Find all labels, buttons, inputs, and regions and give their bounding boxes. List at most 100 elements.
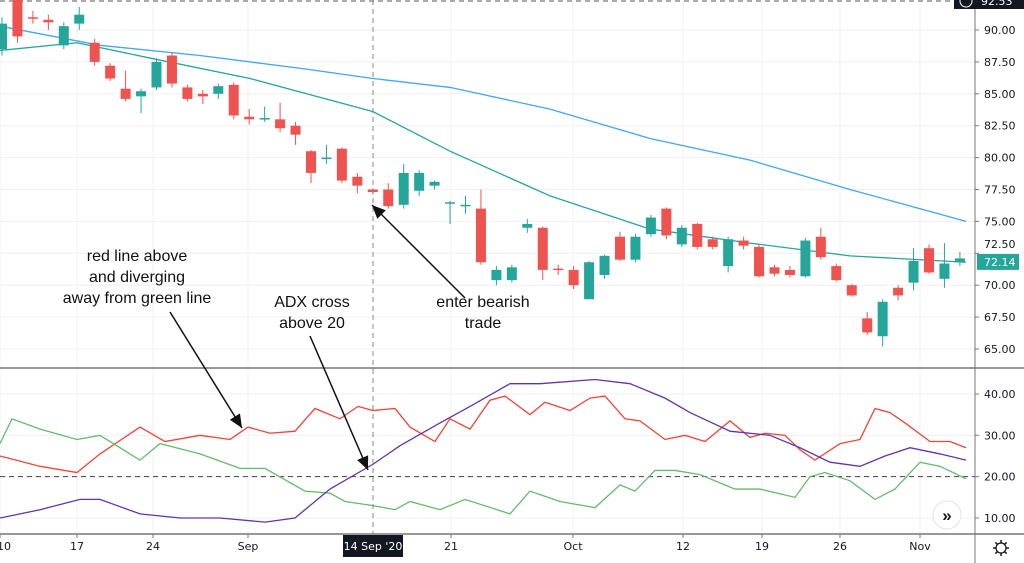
di-plus-line — [0, 417, 967, 515]
candle — [537, 226, 548, 281]
gear-icon-ring[interactable] — [995, 542, 1007, 554]
candle — [89, 38, 100, 66]
time-tick-label: Nov — [909, 540, 931, 553]
candle — [954, 252, 965, 267]
di-minus-line — [0, 395, 967, 474]
candle-body — [769, 267, 780, 274]
candle-body — [475, 208, 486, 263]
candle-body — [615, 236, 625, 260]
candle — [429, 180, 440, 190]
candle-body — [336, 148, 347, 181]
annotation-text: and diverging — [89, 269, 185, 286]
candle — [584, 260, 595, 300]
chevrons-right-icon[interactable]: » — [942, 506, 951, 525]
candle — [877, 299, 888, 347]
candle-body — [151, 61, 162, 88]
candle — [228, 82, 239, 120]
candle-body — [491, 269, 502, 281]
annotation-text: away from green line — [63, 290, 212, 307]
candle — [151, 58, 162, 90]
candle — [723, 236, 734, 273]
candle — [445, 200, 456, 224]
candle-body — [383, 189, 394, 207]
candle — [924, 244, 934, 274]
candle — [661, 207, 672, 240]
gear-icon-tooth — [1004, 551, 1008, 555]
candle — [754, 244, 765, 278]
candle — [306, 149, 316, 184]
candle-body — [105, 65, 116, 79]
candle-body — [228, 84, 239, 116]
candle — [645, 215, 656, 237]
candle-body — [676, 227, 687, 245]
candle — [738, 236, 749, 250]
time-tick-label: 24 — [146, 540, 160, 553]
candle-body — [800, 240, 811, 277]
candle — [475, 189, 486, 265]
price-tick-label: 87.50 — [984, 56, 1016, 69]
candle — [398, 163, 409, 209]
candle-body — [43, 19, 54, 23]
candle-body — [815, 236, 826, 258]
gear-icon[interactable] — [993, 540, 1009, 556]
candle-body — [182, 87, 193, 99]
time-tick-label: Oct — [563, 540, 583, 553]
candle — [336, 147, 347, 184]
time-tick-label: 12 — [676, 540, 690, 553]
candle — [568, 266, 579, 290]
price-tick-label: 67.50 — [984, 311, 1016, 324]
candle — [105, 63, 116, 82]
candle-body — [568, 269, 579, 286]
scroll-to-realtime-button[interactable]: » — [932, 500, 962, 530]
candle-body — [74, 14, 85, 24]
moving-average-fast — [0, 42, 967, 263]
annotation-text: above 20 — [279, 315, 345, 332]
candle — [599, 254, 610, 279]
annotation-text: ADX cross — [274, 294, 350, 311]
adx-tick-label: 10.00 — [984, 512, 1016, 525]
annotation: enter bearish trade — [371, 204, 530, 332]
candle — [506, 264, 517, 283]
candle — [352, 172, 363, 194]
annotation: red line above and diverging away from gre… — [63, 248, 243, 429]
candle — [213, 83, 224, 99]
annotation-text: trade — [465, 315, 502, 332]
price-tick-label: 85.00 — [984, 88, 1016, 101]
crosshair-date-label: 14 Sep '20 — [344, 540, 403, 553]
adx-tick-label: 20.00 — [984, 471, 1016, 484]
candle-body — [429, 181, 440, 186]
candle — [182, 84, 193, 102]
candle-body — [321, 157, 332, 160]
candle-body — [723, 239, 734, 267]
candle-body — [120, 88, 131, 99]
add-icon[interactable] — [959, 0, 973, 8]
moving-average-slow — [0, 25, 967, 223]
candle — [414, 170, 425, 196]
candle-body — [738, 240, 749, 246]
candle — [58, 22, 69, 50]
candle-body — [784, 269, 795, 275]
price-tick-label: 80.00 — [984, 152, 1016, 165]
candle-body — [862, 318, 873, 333]
annotation-arrow — [169, 311, 243, 429]
candle-body — [954, 258, 965, 263]
gear-icon-tooth — [1004, 541, 1008, 545]
candle — [0, 17, 7, 56]
price-tick-label: 72.50 — [984, 238, 1016, 251]
price-tick-label: 70.00 — [984, 279, 1016, 292]
candle — [784, 266, 795, 278]
gear-icon-tooth — [994, 551, 998, 555]
annotation-arrow — [371, 204, 466, 299]
candle-body — [831, 266, 842, 281]
candle — [707, 236, 718, 250]
price-tick-label: 90.00 — [984, 24, 1016, 37]
candle-body — [630, 236, 641, 260]
candle — [244, 109, 255, 125]
candle — [800, 237, 811, 278]
candle — [893, 285, 904, 301]
candle — [43, 14, 54, 30]
candle-body — [584, 262, 595, 300]
candle-body — [537, 227, 548, 270]
scroll-button-bg[interactable] — [932, 500, 962, 530]
